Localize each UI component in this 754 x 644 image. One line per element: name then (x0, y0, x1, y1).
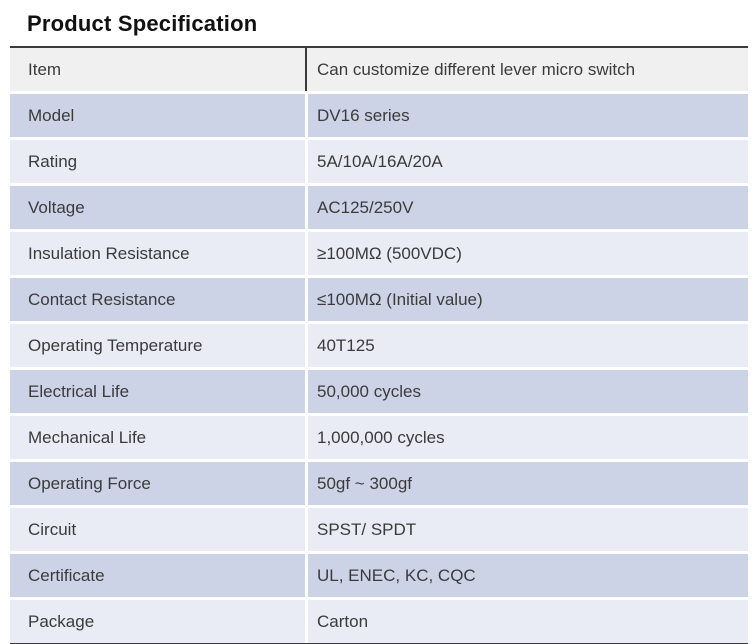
spec-label-cell: Contact Resistance (10, 278, 305, 321)
spec-value-cell: 40T125 (308, 324, 748, 367)
spec-label-cell: Mechanical Life (10, 416, 305, 459)
spec-value-cell: 50gf ~ 300gf (308, 462, 748, 505)
spec-value-cell: ≥100MΩ (500VDC) (308, 232, 748, 275)
table-row-operating-temperature: Operating Temperature 40T125 (10, 324, 748, 367)
spec-value-cell: 50,000 cycles (308, 370, 748, 413)
table-row-rating: Rating 5A/10A/16A/20A (10, 140, 748, 183)
table-row-circuit: Circuit SPST/ SPDT (10, 508, 748, 551)
spec-label-cell: Insulation Resistance (10, 232, 305, 275)
table-row-voltage: Voltage AC125/250V (10, 186, 748, 229)
spec-value-cell: DV16 series (308, 94, 748, 137)
table-row-certificate: Certificate UL, ENEC, KC, CQC (10, 554, 748, 597)
spec-label-cell: Circuit (10, 508, 305, 551)
spec-label-cell: Rating (10, 140, 305, 183)
spec-label-cell: Item (10, 48, 305, 91)
table-row-model: Model DV16 series (10, 94, 748, 137)
specification-table: Item Can customize different lever micro… (10, 46, 748, 644)
spec-value-cell: SPST/ SPDT (308, 508, 748, 551)
spec-label-cell: Certificate (10, 554, 305, 597)
spec-label-cell: Package (10, 600, 305, 643)
table-row-electrical-life: Electrical Life 50,000 cycles (10, 370, 748, 413)
spec-value-cell: 5A/10A/16A/20A (308, 140, 748, 183)
table-row-contact-resistance: Contact Resistance ≤100MΩ (Initial value… (10, 278, 748, 321)
spec-value-cell: 1,000,000 cycles (308, 416, 748, 459)
spec-value-cell: Carton (308, 600, 748, 643)
table-row-operating-force: Operating Force 50gf ~ 300gf (10, 462, 748, 505)
spec-value-cell: ≤100MΩ (Initial value) (308, 278, 748, 321)
page-title: Product Specification (27, 11, 258, 36)
spec-value-cell: Can customize different lever micro swit… (305, 48, 748, 91)
spec-label-cell: Model (10, 94, 305, 137)
table-row-mechanical-life: Mechanical Life 1,000,000 cycles (10, 416, 748, 459)
spec-value-cell: UL, ENEC, KC, CQC (308, 554, 748, 597)
table-row-item: Item Can customize different lever micro… (10, 48, 748, 91)
spec-label-cell: Electrical Life (10, 370, 305, 413)
table-row-insulation-resistance: Insulation Resistance ≥100MΩ (500VDC) (10, 232, 748, 275)
spec-value-cell: AC125/250V (308, 186, 748, 229)
spec-label-cell: Operating Force (10, 462, 305, 505)
table-row-package: Package Carton (10, 600, 748, 643)
spec-label-cell: Operating Temperature (10, 324, 305, 367)
spec-label-cell: Voltage (10, 186, 305, 229)
